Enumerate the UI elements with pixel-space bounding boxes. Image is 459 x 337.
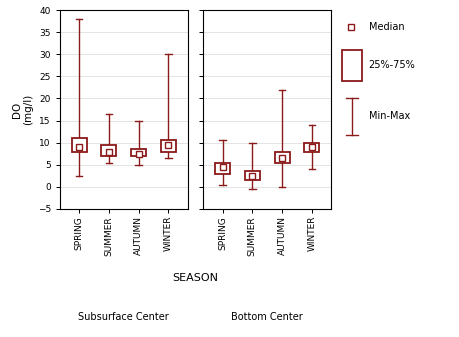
Bar (131, 149, 146, 156)
Bar (161, 141, 175, 152)
Bar (244, 172, 259, 180)
Text: SEASON: SEASON (172, 273, 218, 283)
Text: Bottom Center: Bottom Center (231, 312, 302, 322)
Bar (215, 162, 230, 174)
Text: Median: Median (368, 22, 403, 32)
Bar (274, 152, 289, 162)
Text: Subsurface Center: Subsurface Center (78, 312, 169, 322)
Y-axis label: DO
(mg/l): DO (mg/l) (12, 94, 34, 125)
Text: Min-Max: Min-Max (368, 111, 409, 121)
Bar (101, 145, 116, 156)
Bar (72, 138, 86, 152)
Bar (304, 143, 319, 152)
Text: 25%-75%: 25%-75% (368, 60, 414, 70)
